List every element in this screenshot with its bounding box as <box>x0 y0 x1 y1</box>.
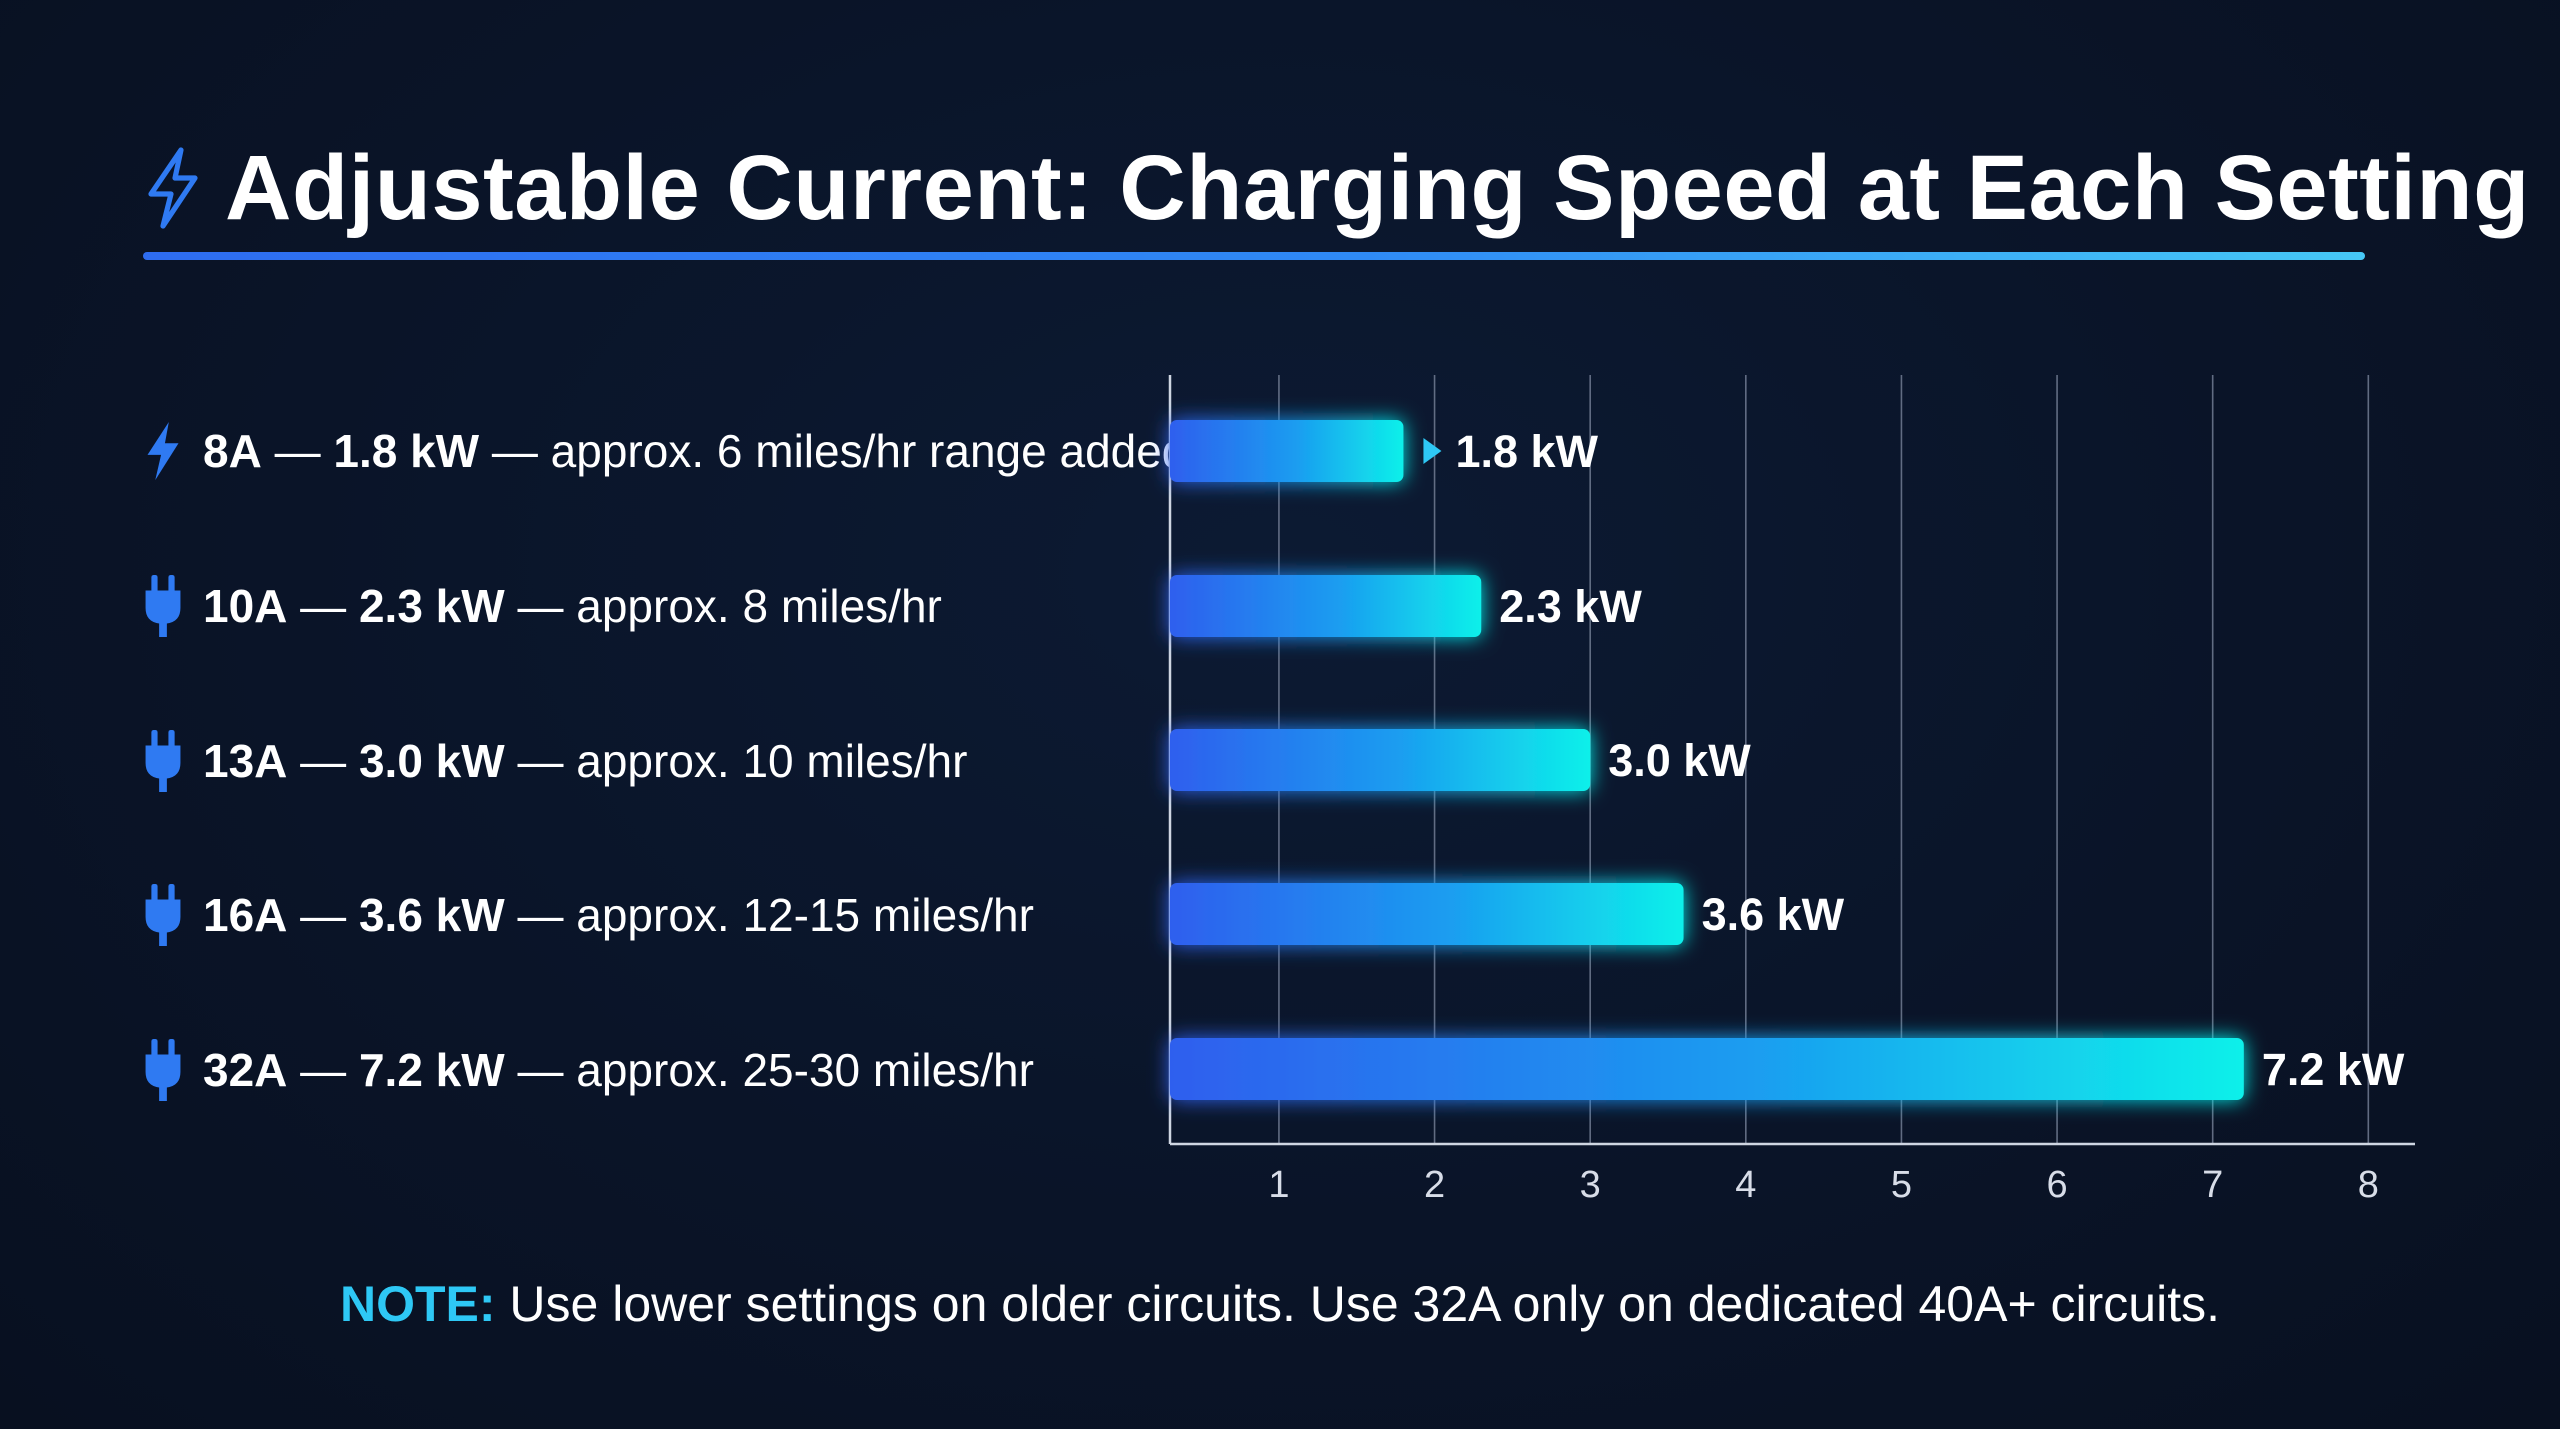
row-kw: 3.6 kW <box>358 889 505 941</box>
pointer-arrow-icon <box>1423 438 1442 464</box>
row-amps: 32A <box>203 1044 288 1096</box>
bar-value-label: 3.0 kW <box>1608 735 1751 786</box>
plug-icon <box>145 884 181 946</box>
row-description: approx. 10 miles/hr <box>576 735 968 787</box>
row-separator: — <box>287 580 359 632</box>
row-separator: — <box>504 580 577 632</box>
bar <box>1170 420 1404 482</box>
row-description: approx. 12-15 miles/hr <box>576 889 1034 941</box>
bolt-outline-icon <box>148 147 198 229</box>
row-separator: — <box>287 1044 359 1096</box>
x-tick-label: 4 <box>1735 1164 1756 1206</box>
bar-value-label: 2.3 kW <box>1499 581 1642 632</box>
row-kw: 7.2 kW <box>358 1044 505 1096</box>
row-label: 32A — 7.2 kW — approx. 25-30 miles/hr <box>143 1035 1034 1105</box>
row-label: 8A — 1.8 kW — approx. 6 miles/hr range a… <box>143 416 1187 486</box>
row-label: 13A — 3.0 kW — approx. 10 miles/hr <box>143 726 967 796</box>
title-bar: Adjustable Current: Charging Speed at Ea… <box>143 128 2530 248</box>
x-tick-label: 1 <box>1268 1164 1289 1206</box>
row-separator: — <box>287 735 359 787</box>
row-separator: — <box>504 735 577 787</box>
note-text: Use lower settings on older circuits. Us… <box>495 1276 2221 1332</box>
row-separator: — <box>287 889 359 941</box>
bar-value-label: 1.8 kW <box>1455 426 1598 477</box>
row-separator: — <box>504 1044 577 1096</box>
row-separator: — <box>479 425 551 477</box>
row-separator: — <box>504 889 577 941</box>
footer-note: NOTE: Use lower settings on older circui… <box>0 1275 2560 1333</box>
row-amps: 10A <box>203 580 288 632</box>
row-description: approx. 6 miles/hr range added <box>550 425 1188 477</box>
row-kw: 1.8 kW <box>333 425 480 477</box>
bars: 1.8 kW 2.3 kW 3.0 kW 3.6 kW 7.2 kW <box>1170 420 2405 1100</box>
x-tick-labels: 1 2 3 4 5 6 7 8 <box>1268 1164 2379 1206</box>
page-title: Adjustable Current: Charging Speed at Ea… <box>225 136 2530 239</box>
x-tick-label: 7 <box>2202 1164 2223 1206</box>
row-amps: 16A <box>203 889 288 941</box>
bar <box>1170 883 1684 945</box>
bolt-icon <box>147 421 179 481</box>
plug-icon <box>145 1039 181 1101</box>
row-text: 16A — 3.6 kW — approx. 12-15 miles/hr <box>203 888 1034 942</box>
bar <box>1170 729 1591 791</box>
row-amps: 8A <box>203 425 262 477</box>
x-tick-label: 2 <box>1424 1164 1445 1206</box>
row-text: 8A — 1.8 kW — approx. 6 miles/hr range a… <box>203 424 1187 478</box>
x-tick-label: 3 <box>1580 1164 1601 1206</box>
row-description: approx. 25-30 miles/hr <box>576 1044 1034 1096</box>
plug-icon <box>145 575 181 637</box>
row-amps: 13A <box>203 735 288 787</box>
row-label: 10A — 2.3 kW — approx. 8 miles/hr <box>143 571 942 641</box>
plug-icon <box>145 730 181 792</box>
row-label: 16A — 3.6 kW — approx. 12-15 miles/hr <box>143 880 1034 950</box>
row-text: 10A — 2.3 kW — approx. 8 miles/hr <box>203 579 942 633</box>
title-underline <box>143 252 2365 260</box>
row-kw: 2.3 kW <box>358 580 505 632</box>
bar-value-label: 3.6 kW <box>1702 889 1845 940</box>
bar-value-label: 7.2 kW <box>2262 1044 2405 1095</box>
note-label: NOTE: <box>339 1276 496 1332</box>
bar <box>1170 1038 2244 1100</box>
row-description: approx. 8 miles/hr <box>576 580 942 632</box>
row-kw: 3.0 kW <box>358 735 505 787</box>
row-text: 13A — 3.0 kW — approx. 10 miles/hr <box>203 734 967 788</box>
row-separator: — <box>261 425 334 477</box>
x-tick-label: 6 <box>2046 1164 2067 1206</box>
row-text: 32A — 7.2 kW — approx. 25-30 miles/hr <box>203 1043 1034 1097</box>
x-tick-label: 8 <box>2358 1164 2379 1206</box>
bar <box>1170 575 1482 637</box>
x-tick-label: 5 <box>1891 1164 1912 1206</box>
